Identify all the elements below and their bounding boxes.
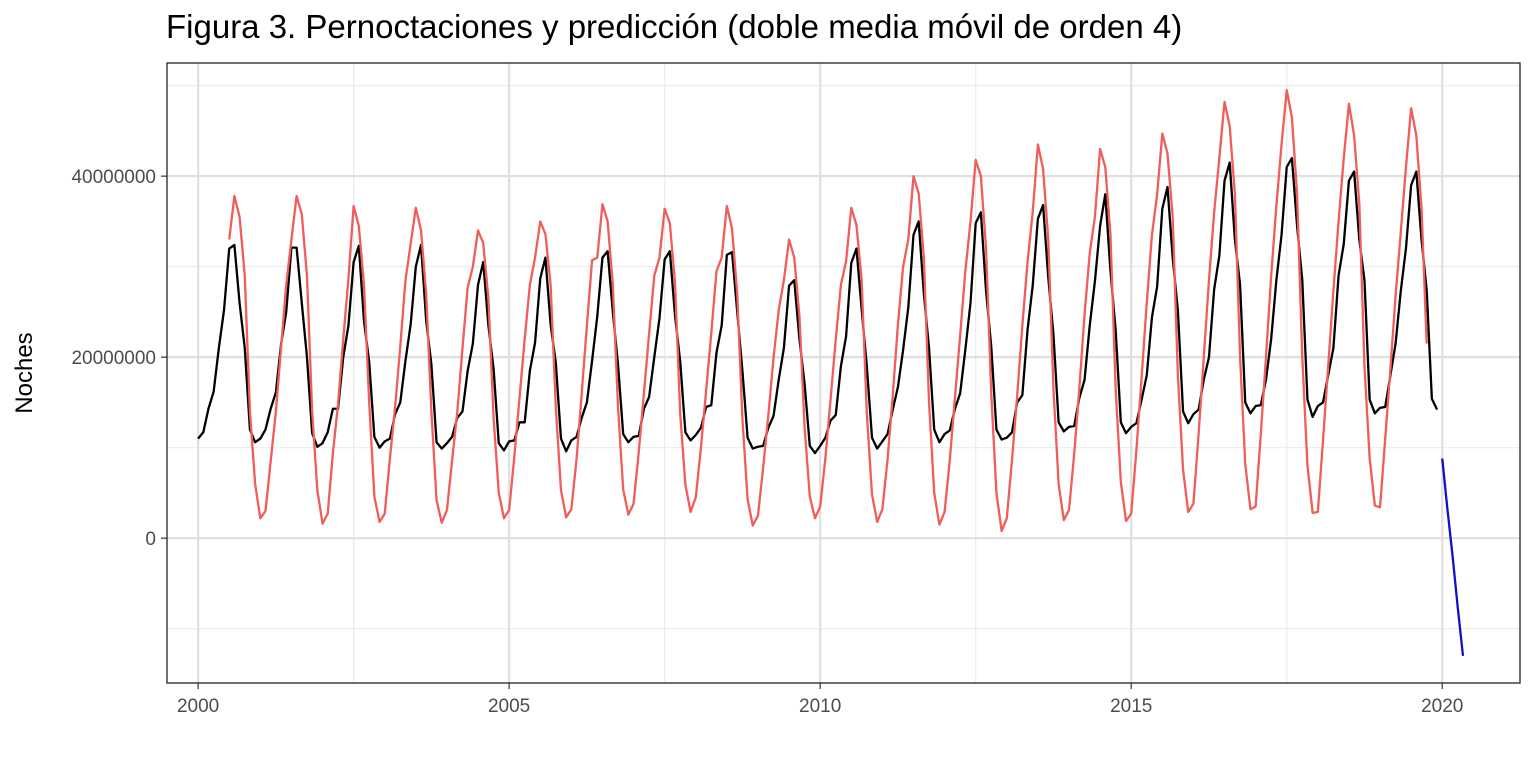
x-tick-label: 2000 bbox=[177, 696, 219, 717]
series-line-1 bbox=[197, 156, 1439, 455]
x-tick-label: 2020 bbox=[1421, 696, 1463, 717]
x-tick-label: 2015 bbox=[1110, 696, 1152, 717]
y-axis-title: Noches bbox=[11, 332, 38, 413]
chart-title: Figura 3. Pernoctaciones y predicción (d… bbox=[166, 8, 1183, 45]
axes: 2000 2005 2010 2015 2020 0 20000000 40000000 bbox=[71, 167, 1463, 717]
y-tick-label: 20000000 bbox=[71, 348, 156, 369]
series-line-3 bbox=[1441, 458, 1465, 656]
x-tick-label: 2010 bbox=[799, 696, 841, 717]
plot-border bbox=[166, 62, 1521, 684]
y-tick-label: 40000000 bbox=[71, 167, 156, 188]
series-line-2 bbox=[228, 89, 1428, 533]
x-tick-label: 2005 bbox=[488, 696, 530, 717]
series-lines bbox=[197, 89, 1465, 656]
y-tick-label: 0 bbox=[145, 529, 156, 550]
